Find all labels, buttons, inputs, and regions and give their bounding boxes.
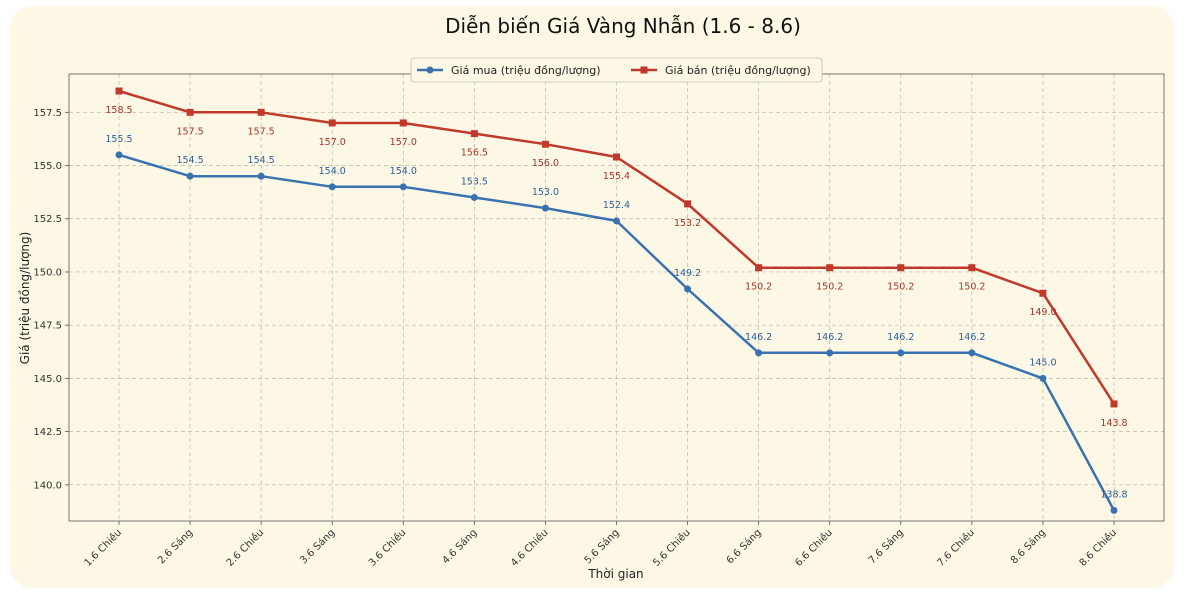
y-axis-ticks: 140.0 142.5 145.0 147.5 150.0 152.5 155.0 157.5 [33,108,69,491]
x-tick-label: 3.6 Sáng [298,527,338,567]
x-tick-label: 5.6 Sáng [582,527,622,567]
data-point [470,130,478,138]
data-point [115,151,123,159]
x-tick-label: 2.6 Sáng [155,527,195,567]
data-labels: 155.5 154.5 154.5 154.0 154.0 153.5 153.0 152.4… [105,105,1127,500]
legend-marker-sell [640,66,648,74]
x-axis-ticks: 1.6 Chiều 2.6 Sáng 2.6 Chiều 3.6 Sáng 3.6 Ch… [82,521,1119,569]
data-point [257,108,265,116]
data-label: 153.2 [674,218,701,229]
data-label: 155.5 [105,134,132,145]
data-point [257,172,265,180]
data-label: 153.0 [532,187,559,198]
y-tick-label: 145.0 [33,374,62,385]
x-tick-label: 6.6 Chiều [793,527,835,569]
data-point [897,264,905,272]
x-tick-label: 7.6 Sáng [866,527,906,567]
data-point [755,264,763,272]
data-point [613,153,620,161]
y-tick-label: 147.5 [33,321,62,332]
data-point [613,217,620,225]
data-point [1110,400,1118,408]
data-point [541,204,549,212]
data-point [115,87,123,95]
data-label: 150.2 [958,282,985,293]
grid-lines [69,74,1164,521]
x-tick-label: 3.6 Chiều [366,527,408,569]
data-point [399,119,407,127]
data-point [186,108,194,116]
y-tick-label: 150.0 [33,267,62,278]
data-label: 145.0 [1029,357,1056,368]
data-label: 146.2 [887,332,914,343]
legend-marker-buy [426,66,434,74]
data-point [1039,374,1047,382]
data-label: 155.4 [603,171,630,182]
x-tick-label: 4.6 Sáng [440,527,480,567]
data-label: 150.2 [745,282,772,293]
data-point [541,140,549,148]
x-tick-label: 5.6 Chiều [650,527,692,569]
x-tick-label: 6.6 Sáng [724,527,764,567]
data-label: 156.0 [532,158,559,169]
x-tick-label: 7.6 Chiều [935,527,977,569]
x-tick-label: 2.6 Chiều [224,527,266,569]
data-label: 157.5 [248,126,275,137]
data-label: 154.5 [176,155,203,166]
data-label: 146.2 [958,332,985,343]
data-point [1110,506,1118,514]
data-point [897,349,905,357]
y-tick-label: 142.5 [33,427,62,438]
data-label: 146.2 [816,332,843,343]
data-label: 149.0 [1029,307,1056,318]
data-label: 143.8 [1100,418,1127,429]
data-label: 157.0 [390,137,417,148]
series-group [115,87,1118,514]
data-point [1039,289,1047,297]
data-label: 154.0 [390,166,417,177]
y-tick-label: 152.5 [33,214,62,225]
y-tick-label: 157.5 [33,108,62,119]
data-point [470,193,478,201]
data-point [399,183,407,191]
data-point [755,349,763,357]
data-label: 150.2 [887,282,914,293]
x-tick-label: 8.6 Chiều [1077,527,1119,569]
x-tick-label: 4.6 Chiều [508,527,550,569]
chart-card [10,6,1174,588]
x-axis-label: Thời gian [587,567,643,581]
data-point [328,183,336,191]
y-tick-label: 155.0 [33,161,62,172]
legend-box [410,57,823,83]
data-label: 157.0 [319,137,346,148]
data-label: 149.2 [674,268,701,279]
data-point [826,349,834,357]
legend: Giá mua (triệu đồng/lượng) Giá bán (triệ… [410,57,823,83]
data-point [684,285,692,293]
data-label: 146.2 [745,332,772,343]
legend-label-sell: Giá bán (triệu đồng/lượng) [665,64,811,77]
chart-title: Diễn biến Giá Vàng Nhẫn (1.6 - 8.6) [445,14,801,38]
data-point [826,264,834,272]
data-label: 154.0 [319,166,346,177]
data-label: 158.5 [105,105,132,116]
data-point [968,349,976,357]
data-label: 138.8 [1100,489,1127,500]
x-tick-label: 8.6 Sáng [1008,527,1048,567]
data-point [684,200,692,208]
data-point [328,119,336,127]
x-tick-label: 1.6 Chiều [82,527,124,569]
y-tick-label: 140.0 [33,480,62,491]
legend-label-buy: Giá mua (triệu đồng/lượng) [451,64,601,77]
data-label: 153.5 [461,176,488,187]
data-label: 157.5 [176,126,203,137]
data-label: 156.5 [461,148,488,159]
data-point [968,264,976,272]
y-axis-label: Giá (triệu đồng/lượng) [18,232,32,365]
data-label: 150.2 [816,282,843,293]
data-label: 154.5 [248,155,275,166]
data-point [186,172,194,180]
data-label: 152.4 [603,200,630,211]
